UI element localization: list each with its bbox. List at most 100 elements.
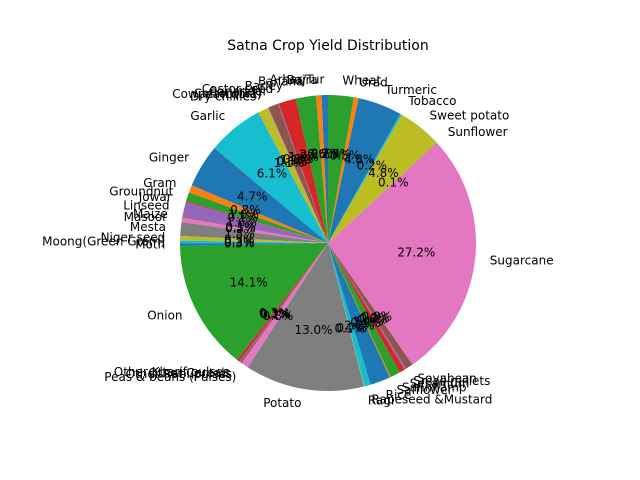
slice-label-coriander: Coriander	[209, 84, 268, 98]
pct-label-sugarcane: 27.2%	[397, 245, 435, 259]
pct-label-dry-chillies: 1.1%	[274, 156, 305, 170]
pct-label-barley: 1.9%	[288, 150, 319, 164]
slice-label-sesamum: Sesamum	[410, 376, 470, 390]
slice-label-sunflower: Sunflower	[448, 125, 508, 139]
slice-label-sannhamp: Sannhamp	[402, 380, 466, 394]
pct-label-onion: 14.1%	[230, 275, 268, 289]
pct-label-mesta: 1.5%	[224, 227, 255, 241]
slice-label-other-cereals: Other Cereals	[148, 366, 231, 380]
slice-label-other-kharif-pulses: Other Kharif pulses	[114, 365, 229, 379]
slice-coriander	[268, 103, 328, 243]
slice-sweet-potato	[328, 114, 437, 243]
slice-niger-seed	[180, 236, 328, 243]
slice-onion	[180, 243, 328, 360]
slice-label-soyabean: Soyabean	[418, 371, 477, 385]
slice-other-rabi-pulses	[240, 243, 328, 364]
slice-rapeseed-mustard	[328, 243, 371, 387]
pct-label-linseed: 1.6%	[226, 215, 257, 229]
slice-label-gram: Gram	[143, 176, 176, 190]
slice-label-ragi: Ragi	[368, 393, 394, 407]
pct-label-gram: 0.8%	[230, 203, 261, 217]
slice-linseed	[182, 202, 328, 243]
slice-barley	[278, 98, 328, 243]
slice-label-cowpea-lobia: Cowpea(Lobia)	[172, 87, 261, 101]
slice-sugarcane	[328, 142, 477, 365]
slice-urad	[328, 97, 359, 243]
slice-label-groundnut: Groundnut	[109, 185, 173, 199]
slice-bajra	[315, 95, 328, 243]
pct-label-cowpea-lobia: 0.1%	[277, 154, 308, 168]
chart-title: Satna Crop Yield Distribution	[227, 38, 428, 54]
slice-jowar	[185, 201, 328, 243]
slice-mesta	[180, 222, 328, 243]
slice-sannhamp	[328, 243, 400, 378]
pct-label-jowar: 0.1%	[227, 211, 258, 225]
slice-label-arhar-tur: Arhar/Tur	[269, 73, 324, 87]
slice-soyabean	[328, 243, 413, 369]
slice-label-banana: Banana	[258, 75, 304, 89]
pct-label-maize: 0.1%	[225, 220, 256, 234]
pct-label-sesamum: 0.6%	[357, 312, 388, 326]
slice-moong-green-gram	[179, 240, 328, 244]
pct-label-niger-seed: 0.5%	[224, 233, 255, 247]
slice-safflower	[328, 243, 391, 378]
slice-label-urad: Urad	[359, 76, 388, 90]
slice-label-tobacco: Tobacco	[407, 94, 456, 108]
slice-label-potato: Potato	[263, 396, 301, 410]
slice-ginger	[191, 148, 328, 243]
pct-label-coriander: 1.1%	[280, 153, 311, 167]
pct-label-ginger: 4.7%	[237, 189, 268, 203]
slice-label-turmeric: Turmeric	[384, 83, 437, 97]
slice-garlic	[214, 112, 328, 244]
slice-label-rice: Rice	[386, 388, 412, 402]
slice-label-linseed: Linseed	[123, 198, 169, 212]
slice-cotton-lint	[267, 107, 328, 243]
slice-label-bajra: Bajra	[287, 73, 318, 87]
slice-label-castor-seed: Castor seed	[202, 82, 273, 96]
slice-sunflower	[328, 142, 437, 243]
slice-gram	[188, 185, 328, 243]
slice-maize	[182, 216, 328, 243]
pct-label-other-rabi-pulses: 0.2%	[260, 307, 291, 321]
pct-label-castor-seed: 0.1%	[283, 152, 314, 166]
pct-label-rapeseed-mustard: 0.7%	[337, 321, 368, 335]
slice-cowpea-lobia	[267, 107, 328, 243]
slice-wheat	[328, 95, 354, 243]
pct-label-small-millets: 0.2%	[359, 311, 390, 325]
slice-label-safflower: Safflower	[397, 383, 453, 397]
pct-label-tobacco: 0.2%	[357, 158, 388, 172]
slice-rice	[328, 243, 390, 385]
slice-label-jowar: Jowar	[138, 190, 172, 204]
slice-arhar-tur	[321, 94, 328, 243]
pct-label-cotton-lint: 0.1%	[277, 154, 308, 168]
pct-label-other-kharif-pulses: 0.3%	[259, 306, 290, 320]
pct-label-safflower: 0.1%	[350, 316, 381, 330]
pct-label-sweet-potato: 4.8%	[368, 166, 399, 180]
slice-masoor	[181, 217, 328, 243]
slice-label-rapeseed-mustard: Rapeseed &Mustard	[372, 392, 493, 406]
slice-groundnut	[186, 192, 328, 243]
slice-label-barley: Barley	[245, 79, 283, 93]
slice-other-cereals	[239, 243, 328, 363]
slice-label-sugarcane: Sugarcane	[490, 253, 554, 267]
slice-other-kharif-pulses	[237, 243, 328, 362]
pie-slices	[179, 94, 477, 392]
pct-label-sannhamp: 1.1%	[353, 315, 384, 329]
pct-label-urad: 0.5%	[330, 148, 361, 162]
pct-label-soyabean: 0.8%	[362, 310, 393, 324]
slice-label-mesta: Mesta	[130, 220, 166, 234]
slice-potato	[247, 243, 364, 392]
slice-label-masoor: Masoor	[124, 210, 168, 224]
slice-banana	[295, 95, 328, 243]
slice-label-dry-chillies: Dry chillies	[190, 89, 256, 103]
pct-label-banana: 2.2%	[299, 148, 330, 162]
slice-dry-chillies	[258, 107, 328, 243]
slice-tobacco	[328, 113, 402, 243]
pie-labels: Arhar/Tur 0.7% Bajra 0.6% Banana 2.2% Barley 1.…	[42, 73, 553, 410]
slice-label-peas-beans-pulses: Peas & beans (Pulses)	[104, 370, 236, 384]
slice-label-sweet-potato: Sweet potato	[430, 108, 510, 122]
pct-label-wheat: 2.8%	[321, 147, 352, 161]
slice-label-garlic: Garlic	[190, 109, 225, 123]
slice-moth	[180, 243, 328, 247]
pct-label-moth: 0.3%	[224, 237, 255, 251]
